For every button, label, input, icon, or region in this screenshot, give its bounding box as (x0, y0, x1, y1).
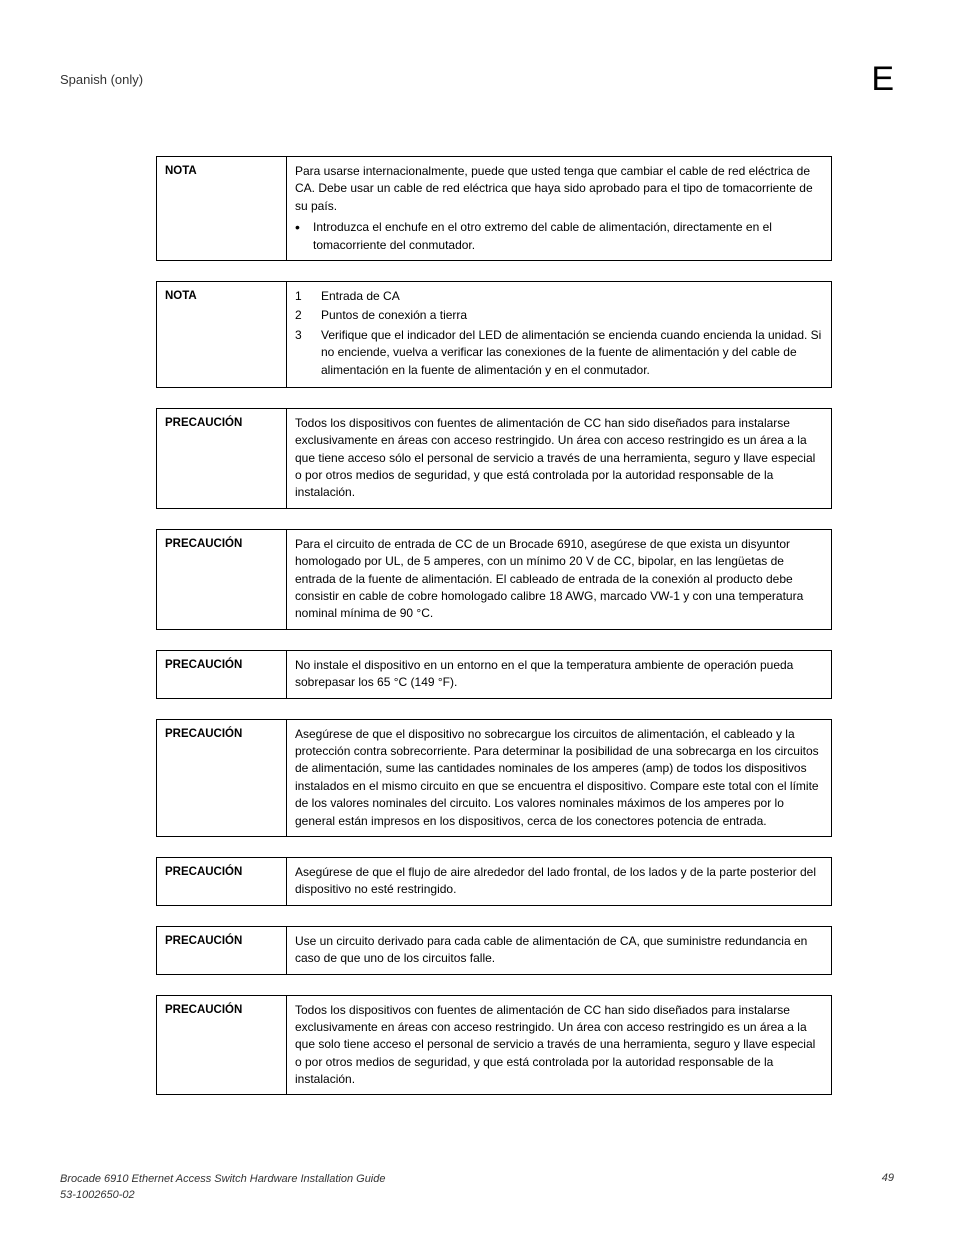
notice-box: PRECAUCIÓNAsegúrese de que el dispositiv… (156, 719, 832, 837)
section-title: Spanish (only) (60, 62, 143, 87)
bullet-icon: • (295, 219, 313, 254)
notice-label: PRECAUCIÓN (157, 719, 287, 836)
notice-label: PRECAUCIÓN (157, 857, 287, 905)
notice-label: PRECAUCIÓN (157, 408, 287, 508)
notice-content: Todos los dispositivos con fuentes de al… (287, 995, 832, 1095)
notice-content: Asegúrese de que el flujo de aire alrede… (287, 857, 832, 905)
notice-label: PRECAUCIÓN (157, 650, 287, 698)
list-item: 3Verifique que el indicador del LED de a… (295, 327, 823, 381)
notice-box: PRECAUCIÓNPara el circuito de entrada de… (156, 529, 832, 630)
notice-content: Todos los dispositivos con fuentes de al… (287, 408, 832, 508)
notice-box: PRECAUCIÓNTodos los dispositivos con fue… (156, 408, 832, 509)
notice-content: Asegúrese de que el dispositivo no sobre… (287, 719, 832, 836)
appendix-letter: E (871, 62, 894, 96)
list-item-text: Verifique que el indicador del LED de al… (321, 327, 823, 381)
page-header: Spanish (only) E (60, 62, 894, 96)
notice-label: NOTA (157, 157, 287, 261)
notice-paragraph: Para usarse internacionalmente, puede qu… (295, 163, 823, 215)
notice-content: Para usarse internacionalmente, puede qu… (287, 157, 832, 261)
list-item: 2Puntos de conexión a tierra (295, 307, 823, 326)
list-item-number: 3 (295, 327, 321, 381)
notice-box: PRECAUCIÓNAsegúrese de que el flujo de a… (156, 857, 832, 906)
notice-content: Use un circuito derivado para cada cable… (287, 926, 832, 974)
notice-content: Para el circuito de entrada de CC de un … (287, 529, 832, 629)
notice-label: PRECAUCIÓN (157, 995, 287, 1095)
notice-box: PRECAUCIÓNUse un circuito derivado para … (156, 926, 832, 975)
notice-label: PRECAUCIÓN (157, 529, 287, 629)
notice-box: PRECAUCIÓNNo instale el dispositivo en u… (156, 650, 832, 699)
page-number: 49 (882, 1172, 894, 1203)
notice-box: NOTAPara usarse internacionalmente, pued… (156, 156, 832, 261)
list-item-number: 2 (295, 307, 321, 326)
notice-content: 1Entrada de CA2Puntos de conexión a tier… (287, 281, 832, 387)
bullet-text: Introduzca el enchufe en el otro extremo… (313, 219, 823, 254)
list-item-number: 1 (295, 288, 321, 307)
list-item: 1Entrada de CA (295, 288, 823, 307)
notice-content: No instale el dispositivo en un entorno … (287, 650, 832, 698)
page-footer: Brocade 6910 Ethernet Access Switch Hard… (60, 1172, 894, 1203)
list-item-text: Puntos de conexión a tierra (321, 307, 823, 326)
list-item-text: Entrada de CA (321, 288, 823, 307)
notice-box: NOTA1Entrada de CA2Puntos de conexión a … (156, 281, 832, 388)
notice-label: PRECAUCIÓN (157, 926, 287, 974)
notice-box: PRECAUCIÓNTodos los dispositivos con fue… (156, 995, 832, 1096)
notice-label: NOTA (157, 281, 287, 387)
footer-title: Brocade 6910 Ethernet Access Switch Hard… (60, 1172, 386, 1187)
footer-docnum: 53-1002650-02 (60, 1188, 386, 1203)
